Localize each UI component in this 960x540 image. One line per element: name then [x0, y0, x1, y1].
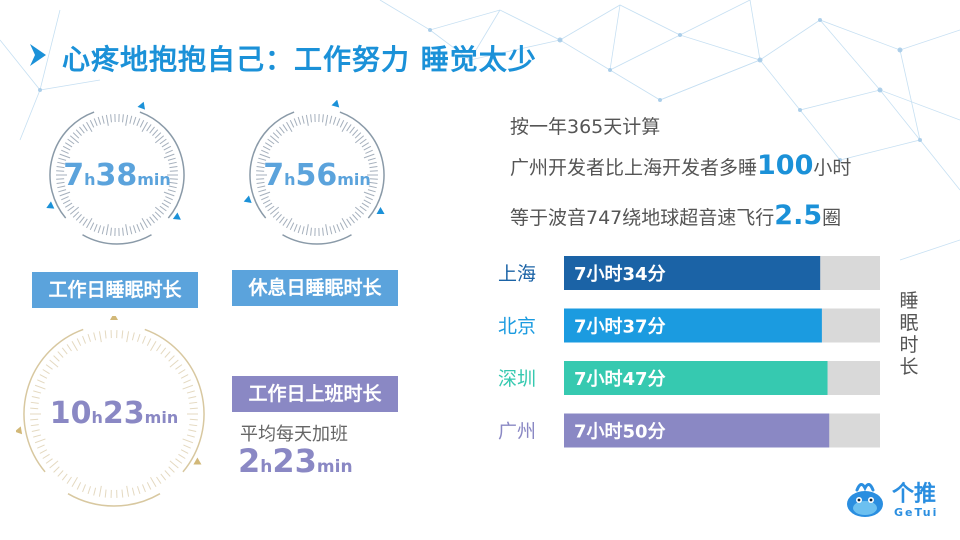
- getui-logo-icon: [847, 483, 883, 517]
- restday-sleep-dial: 7h56min: [242, 99, 392, 250]
- bar-category-label: 深圳: [498, 368, 536, 390]
- workday-sleep-label: 工作日睡眠时长: [32, 272, 198, 308]
- overtime-caption: 平均每天加班: [240, 424, 348, 445]
- bar-value-label: 7小时50分: [574, 422, 666, 443]
- restday-sleep-label: 休息日睡眠时长: [232, 270, 398, 306]
- stat-line-2: 广州开发者比上海开发者多睡100小时: [510, 150, 852, 181]
- logo-text-en: GeTui: [894, 506, 939, 519]
- bar: [564, 256, 821, 290]
- workday-work-label: 工作日上班时长: [232, 376, 398, 412]
- bar-value-label: 7小时34分: [574, 264, 666, 285]
- workday-work-value: 10h23min: [49, 396, 179, 431]
- bar: [564, 413, 830, 448]
- stat-line-3: 等于波音747绕地球超音速飞行2.5圈: [510, 200, 842, 231]
- dial-ring-graphic: [46, 101, 185, 245]
- bar-category-label: 上海: [498, 263, 536, 285]
- bar: [564, 308, 822, 343]
- dial-ring-graphic: [243, 99, 385, 245]
- bar: [564, 361, 828, 395]
- stat-line-1: 按一年365天计算: [510, 116, 661, 138]
- title-arrow-icon: [30, 44, 46, 66]
- page-title: 心疼地抱抱自己：工作努力 睡觉太少: [62, 43, 537, 76]
- bar-category-label: 广州: [498, 421, 536, 443]
- workday-sleep-value: 7h38min: [63, 158, 171, 193]
- logo-text-cn: 个推: [892, 482, 937, 507]
- chart-axis-label: 睡眠时长: [899, 290, 919, 378]
- bar-category-label: 北京: [498, 316, 536, 338]
- workday-sleep-dial: 7h38min: [42, 100, 192, 250]
- bar-value-label: 7小时37分: [574, 317, 666, 338]
- restday-sleep-value: 7h56min: [263, 158, 371, 193]
- workday-work-dial: 10h23min: [14, 313, 212, 512]
- overtime-value: 2h23min: [238, 442, 353, 480]
- bar-value-label: 7小时47分: [574, 369, 666, 390]
- dial-ring-graphic: [14, 313, 205, 507]
